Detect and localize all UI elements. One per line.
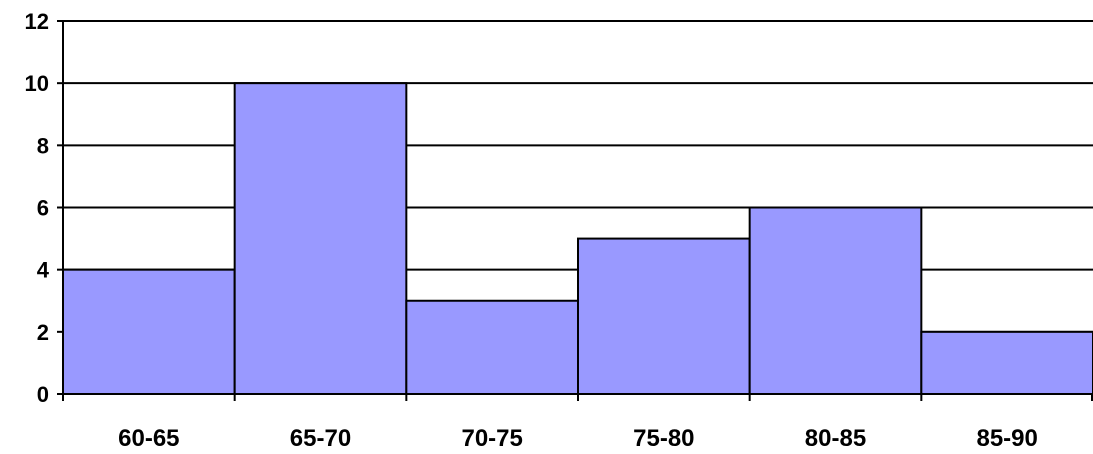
y-tick-label: 8 [37, 133, 49, 158]
y-tick-label: 10 [25, 71, 49, 96]
bar-65-70 [233, 82, 408, 396]
axes [57, 20, 1093, 401]
y-tick-label: 12 [25, 9, 49, 34]
x-tick-label: 85-90 [976, 425, 1037, 452]
x-tick-labels: 60-65 65-70 70-75 75-80 80-85 85-90 [118, 425, 1038, 452]
x-tick-label: 75-80 [633, 425, 694, 452]
x-tick-label: 65-70 [290, 425, 351, 452]
y-tick-label: 6 [37, 196, 49, 221]
x-tick-label: 60-65 [118, 425, 179, 452]
bar-70-75 [405, 299, 580, 395]
y-tick-labels: 0 2 4 6 8 10 12 [25, 9, 50, 407]
x-tick-label: 70-75 [461, 425, 522, 452]
bar-80-85 [748, 206, 923, 395]
y-tick-label: 2 [37, 320, 49, 345]
y-tick-label: 0 [37, 382, 49, 407]
x-tick-label: 80-85 [805, 425, 866, 452]
bar-75-80 [577, 237, 751, 395]
y-tick-label: 4 [37, 258, 50, 283]
bars [62, 82, 1093, 396]
bar-60-65 [62, 268, 236, 395]
bar-85-90 [920, 330, 1093, 396]
